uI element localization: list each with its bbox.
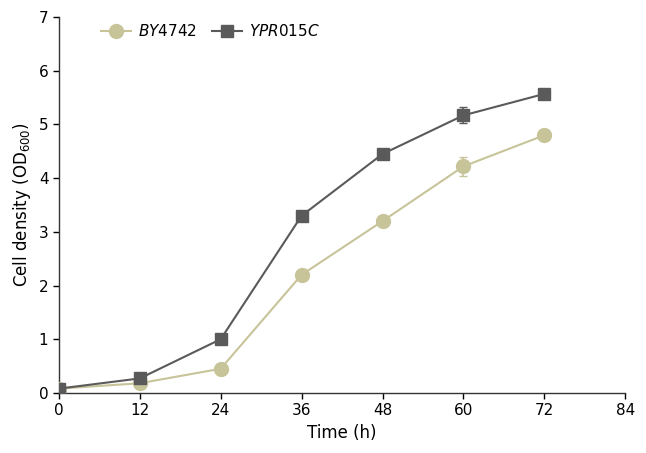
Y-axis label: Cell density (OD$_{600}$): Cell density (OD$_{600}$) [11, 123, 33, 288]
Legend: $\it{BY4742}$, $\it{YPR015C}$: $\it{BY4742}$, $\it{YPR015C}$ [95, 17, 326, 45]
X-axis label: Time (h): Time (h) [307, 424, 377, 442]
